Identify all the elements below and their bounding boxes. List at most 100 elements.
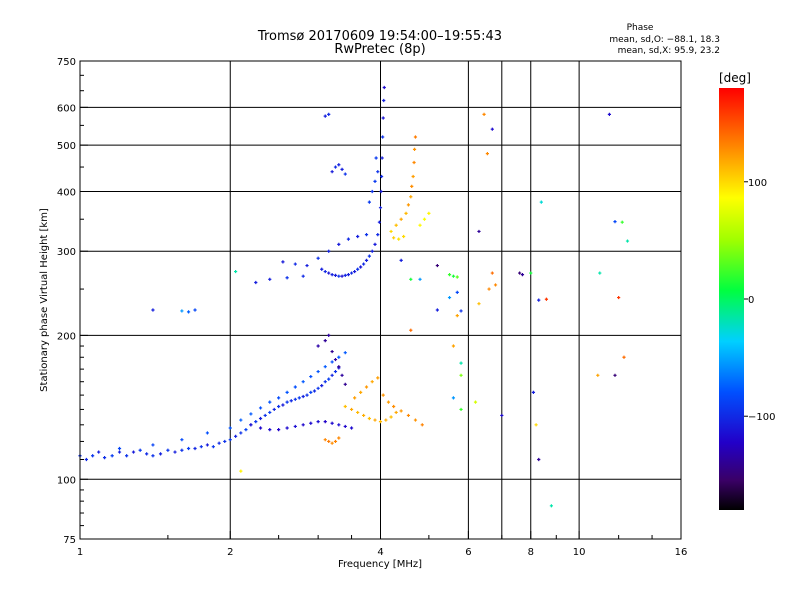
data-point — [268, 277, 272, 281]
data-point — [362, 262, 366, 266]
data-point — [394, 223, 398, 227]
data-point — [487, 287, 491, 291]
data-point — [330, 349, 334, 354]
data-point — [285, 426, 289, 430]
data-point — [330, 421, 334, 425]
x-tick-label: 2 — [227, 547, 233, 558]
data-point — [367, 416, 371, 421]
data-point — [258, 426, 263, 430]
data-point — [380, 156, 384, 160]
data-point — [293, 262, 297, 266]
data-point — [537, 457, 541, 462]
data-point — [268, 410, 272, 415]
data-point — [330, 373, 334, 377]
data-point — [364, 258, 369, 263]
data-point — [376, 170, 380, 174]
data-point — [531, 390, 536, 394]
data-point — [327, 271, 331, 275]
data-point — [340, 373, 344, 377]
data-point — [228, 426, 232, 430]
data-point — [254, 420, 258, 424]
data-point — [422, 217, 427, 221]
data-point — [389, 229, 393, 234]
data-point — [249, 412, 253, 416]
data-point — [370, 380, 374, 384]
data-point — [258, 416, 263, 421]
data-point — [598, 271, 602, 275]
data-point — [138, 448, 142, 452]
y-tick-label: 200 — [57, 331, 76, 342]
data-point — [386, 400, 391, 404]
data-point — [376, 376, 380, 380]
chart-subtitle: RwPretec (8p) — [334, 42, 425, 57]
data-point — [193, 446, 197, 451]
data-point — [263, 413, 267, 418]
data-point — [244, 428, 248, 432]
series-f-region-trace — [281, 85, 431, 278]
data-point — [228, 438, 232, 442]
data-point — [309, 374, 313, 379]
data-point — [343, 382, 347, 386]
data-point — [410, 184, 414, 188]
data-point — [379, 189, 383, 194]
data-point — [151, 443, 155, 447]
data-point — [330, 170, 334, 174]
data-point — [482, 112, 486, 116]
data-point — [205, 431, 210, 435]
series-e-region-trace — [78, 333, 424, 462]
data-point — [406, 203, 411, 207]
data-point — [622, 355, 626, 359]
data-point — [330, 360, 334, 364]
data-point — [343, 351, 347, 355]
data-point — [268, 400, 272, 404]
data-point — [374, 156, 378, 160]
data-point — [402, 234, 406, 239]
data-point — [316, 386, 320, 390]
data-point — [382, 85, 386, 90]
data-point — [381, 116, 385, 120]
y-tick-label: 400 — [57, 187, 76, 198]
data-point — [518, 271, 522, 275]
data-point — [117, 450, 122, 454]
data-point — [459, 407, 463, 412]
x-tick-label: 8 — [528, 547, 534, 558]
data-point — [370, 189, 374, 194]
data-point — [180, 448, 184, 452]
x-tick-label: 10 — [573, 547, 586, 558]
data-point — [381, 393, 385, 397]
data-point — [418, 223, 422, 227]
data-point — [455, 290, 459, 295]
x-tick-label: 4 — [377, 547, 383, 558]
data-point — [333, 165, 338, 169]
data-point — [337, 163, 341, 167]
data-point — [323, 269, 327, 274]
data-point — [281, 403, 285, 407]
data-point — [301, 274, 305, 278]
data-point — [617, 295, 621, 300]
data-point — [305, 263, 309, 268]
data-point — [293, 397, 297, 401]
colorbar — [719, 88, 744, 510]
data-point — [447, 273, 452, 277]
data-point — [455, 275, 459, 279]
data-point — [500, 413, 504, 418]
data-point — [297, 396, 301, 400]
data-point — [392, 236, 396, 240]
data-point — [180, 309, 184, 313]
data-point — [323, 339, 327, 343]
data-point — [420, 423, 424, 427]
data-point — [399, 217, 403, 221]
data-point — [544, 297, 549, 301]
data-point — [477, 302, 481, 306]
data-point — [91, 454, 95, 458]
data-point — [97, 450, 101, 454]
data-point — [353, 269, 357, 274]
data-point — [377, 220, 382, 224]
data-point — [378, 206, 383, 210]
data-point — [477, 229, 481, 234]
data-point — [378, 420, 383, 424]
data-point — [323, 380, 327, 384]
data-point — [343, 404, 347, 409]
data-point — [180, 438, 184, 442]
